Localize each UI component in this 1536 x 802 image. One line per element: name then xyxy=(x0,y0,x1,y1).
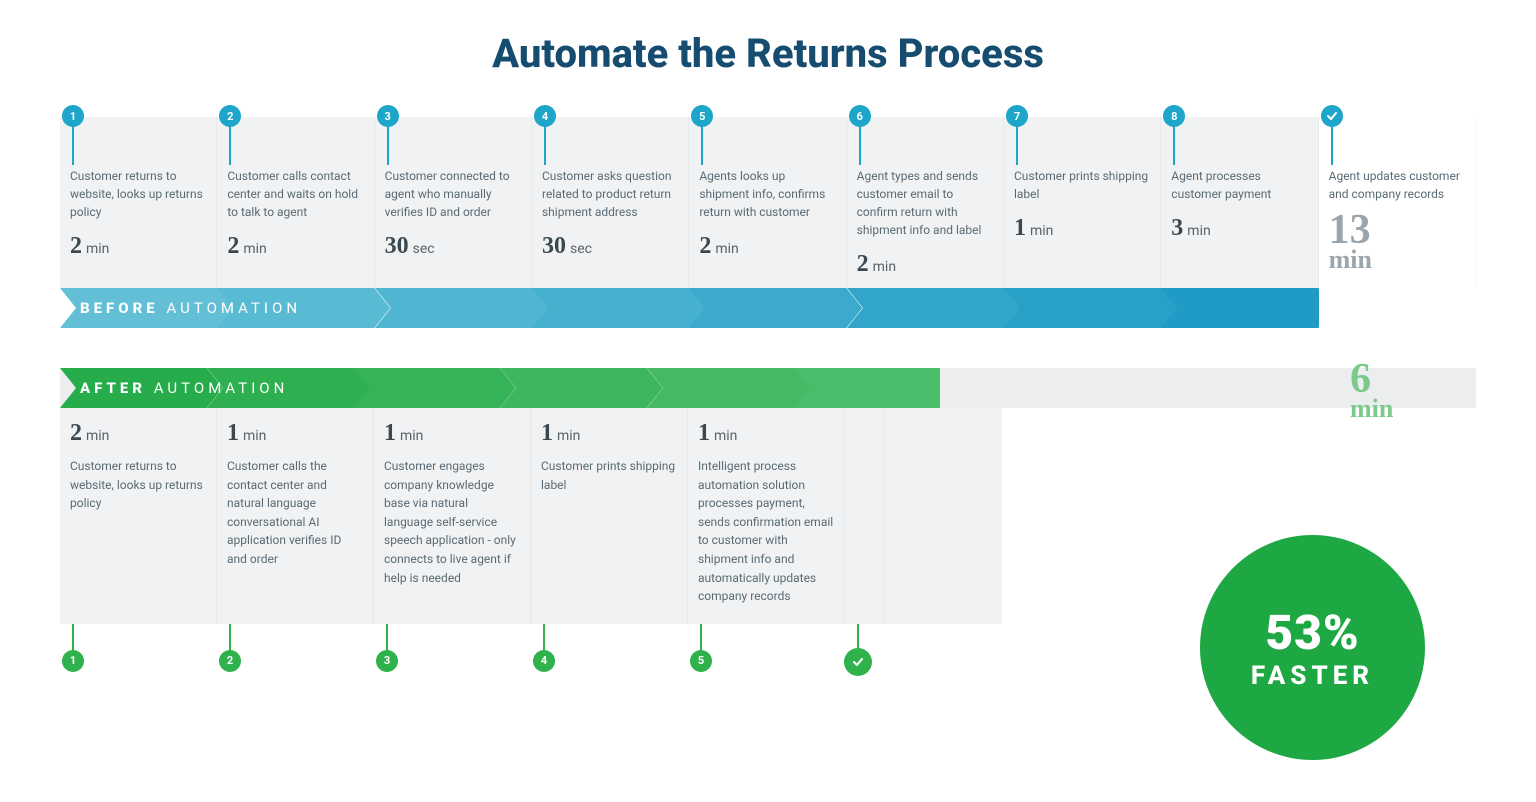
after-step: 1min Customer prints shipping label 4 xyxy=(531,408,688,624)
step-marker: 3 xyxy=(377,105,399,127)
step-time: 3min xyxy=(1171,215,1307,242)
step-time: 2min xyxy=(70,233,206,260)
chevron-segment xyxy=(793,368,940,408)
step-desc: Agents looks up shipment info, confirms … xyxy=(699,167,835,221)
step-time: 1min xyxy=(541,420,677,447)
step-marker-check xyxy=(1321,105,1343,127)
step-marker-check xyxy=(844,648,872,676)
before-step: 1 Customer returns to website, looks up … xyxy=(60,117,217,288)
step-time: 2min xyxy=(699,233,835,260)
faster-badge: 53% FASTER xyxy=(1200,535,1425,760)
step-time: 2min xyxy=(70,420,206,447)
step-marker: 7 xyxy=(1006,105,1028,127)
chevron-segment xyxy=(689,288,862,328)
before-steps: 1 Customer returns to website, looks up … xyxy=(60,117,1476,288)
step-desc: Customer prints shipping label xyxy=(1014,167,1150,203)
before-step: 3 Customer connected to agent who manual… xyxy=(375,117,532,288)
check-icon xyxy=(852,656,864,668)
after-step: 1min Customer calls the contact center a… xyxy=(217,408,374,624)
step-marker: 2 xyxy=(219,105,241,127)
chevron-segment xyxy=(500,368,663,408)
step-time: 2min xyxy=(857,251,993,278)
before-step: 2 Customer calls contact center and wait… xyxy=(217,117,374,288)
step-time: 30sec xyxy=(542,233,678,260)
step-marker: 4 xyxy=(533,650,555,672)
before-step-final: Agent updates customer and company recor… xyxy=(1319,117,1476,288)
step-desc: Agent processes customer payment xyxy=(1171,167,1307,203)
step-time: 1min xyxy=(227,420,363,447)
step-marker: 4 xyxy=(534,105,556,127)
step-desc: Customer connected to agent who manually… xyxy=(385,167,521,221)
chevron-segment xyxy=(1004,288,1177,328)
before-row: 1 Customer returns to website, looks up … xyxy=(60,117,1476,328)
step-desc: Agent updates customer and company recor… xyxy=(1329,167,1465,203)
step-desc: Customer returns to website, looks up re… xyxy=(70,457,206,513)
step-marker: 8 xyxy=(1163,105,1185,127)
check-icon xyxy=(1326,110,1338,122)
step-desc: Customer calls the contact center and na… xyxy=(227,457,363,569)
after-steps: 2min Customer returns to website, looks … xyxy=(60,408,1002,624)
after-band-label: AFTER AUTOMATION xyxy=(80,379,288,397)
step-desc: Customer engages company knowledge base … xyxy=(384,457,520,587)
step-time: 1min xyxy=(1014,215,1150,242)
before-total: 13 min xyxy=(1329,213,1465,271)
step-marker: 5 xyxy=(690,650,712,672)
step-marker: 3 xyxy=(376,650,398,672)
after-step: 1min Intelligent process automation solu… xyxy=(688,408,845,624)
before-band: BEFORE AUTOMATION xyxy=(60,288,1319,328)
after-band: AFTER AUTOMATION xyxy=(60,368,940,408)
step-time: 30sec xyxy=(385,233,521,260)
after-total: 6 min xyxy=(1350,362,1393,420)
step-desc: Agent types and sends customer email to … xyxy=(857,167,993,239)
step-marker: 5 xyxy=(691,105,713,127)
step-time: 1min xyxy=(384,420,520,447)
step-marker: 6 xyxy=(849,105,871,127)
step-time: 2min xyxy=(227,233,363,260)
step-desc: Customer calls contact center and waits … xyxy=(227,167,363,221)
before-step: 7 Customer prints shipping label 1min xyxy=(1004,117,1161,288)
chevron-segment xyxy=(532,288,705,328)
faster-pct: 53% xyxy=(1265,604,1359,661)
step-desc: Customer prints shipping label xyxy=(541,457,677,494)
chevron-segment xyxy=(847,288,1020,328)
chevron-segment xyxy=(375,288,548,328)
before-step: 4 Customer asks question related to prod… xyxy=(532,117,689,288)
before-step: 8 Agent processes customer payment 3min xyxy=(1161,117,1318,288)
before-step: 6 Agent types and sends customer email t… xyxy=(847,117,1004,288)
chevron-segment xyxy=(1161,288,1318,328)
before-band-label: BEFORE AUTOMATION xyxy=(80,299,301,317)
before-step: 5 Agents looks up shipment info, confirm… xyxy=(689,117,846,288)
step-desc: Customer asks question related to produc… xyxy=(542,167,678,221)
page-title: Automate the Returns Process xyxy=(60,30,1476,77)
after-step-final xyxy=(845,408,885,624)
step-time: 1min xyxy=(698,420,834,447)
step-desc: Customer returns to website, looks up re… xyxy=(70,167,206,221)
after-step: 2min Customer returns to website, looks … xyxy=(60,408,217,624)
chevron-segment xyxy=(353,368,516,408)
step-marker: 1 xyxy=(62,650,84,672)
step-marker: 1 xyxy=(62,105,84,127)
step-desc: Intelligent process automation solution … xyxy=(698,457,834,606)
chevron-segment xyxy=(647,368,810,408)
step-marker: 2 xyxy=(219,650,241,672)
faster-label: FASTER xyxy=(1251,661,1374,691)
after-step: 1min Customer engages company knowledge … xyxy=(374,408,531,624)
